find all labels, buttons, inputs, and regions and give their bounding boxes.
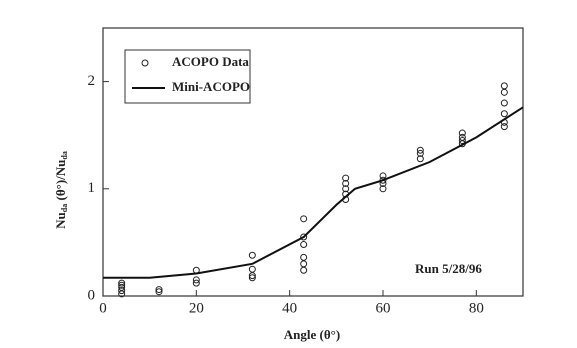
data-point <box>192 279 200 287</box>
y-tick-label: 1 <box>88 180 96 196</box>
data-point <box>342 185 350 193</box>
data-point <box>300 215 308 223</box>
data-point <box>416 146 424 154</box>
x-tick-label: 0 <box>99 300 107 316</box>
x-tick-label: 80 <box>469 300 484 316</box>
x-tick-label: 20 <box>189 300 204 316</box>
data-point <box>458 129 466 137</box>
data-point <box>500 99 508 107</box>
data-point <box>458 137 466 145</box>
data-point <box>342 179 350 187</box>
y-axis-label: Nuda (θ°)/Nuda <box>53 151 69 229</box>
data-point <box>500 88 508 96</box>
data-point <box>416 155 424 163</box>
data-point <box>300 253 308 261</box>
data-point <box>458 133 466 141</box>
data-point <box>500 82 508 90</box>
legend-marker <box>141 59 149 67</box>
annotation: Run 5/28/96 <box>415 261 482 276</box>
data-point <box>342 174 350 182</box>
model-line <box>103 106 524 279</box>
data-point <box>379 185 387 193</box>
legend-label: ACOPO Data <box>172 54 249 69</box>
data-point <box>300 233 308 241</box>
legend-label: Mini-ACOPO <box>172 79 250 94</box>
x-tick-label: 60 <box>376 300 391 316</box>
data-point <box>248 274 256 282</box>
data-point <box>500 123 508 131</box>
data-point <box>118 279 126 287</box>
data-point <box>118 283 126 291</box>
data-point <box>248 265 256 273</box>
data-point <box>118 287 126 295</box>
x-tick-label: 40 <box>282 300 297 316</box>
data-point <box>155 288 163 296</box>
data-point <box>379 172 387 180</box>
data-point <box>300 260 308 268</box>
data-point <box>416 149 424 157</box>
x-axis-label: Angle (θ°) <box>284 327 340 342</box>
data-point <box>248 251 256 259</box>
plot-frame <box>102 27 524 297</box>
legend <box>124 49 251 104</box>
data-point <box>300 266 308 274</box>
data-point <box>500 110 508 118</box>
y-tick-label: 2 <box>88 73 96 89</box>
data-point <box>155 286 163 294</box>
data-point <box>300 241 308 249</box>
y-tick-label: 0 <box>88 287 96 303</box>
data-point <box>192 276 200 284</box>
data-point <box>118 281 126 289</box>
